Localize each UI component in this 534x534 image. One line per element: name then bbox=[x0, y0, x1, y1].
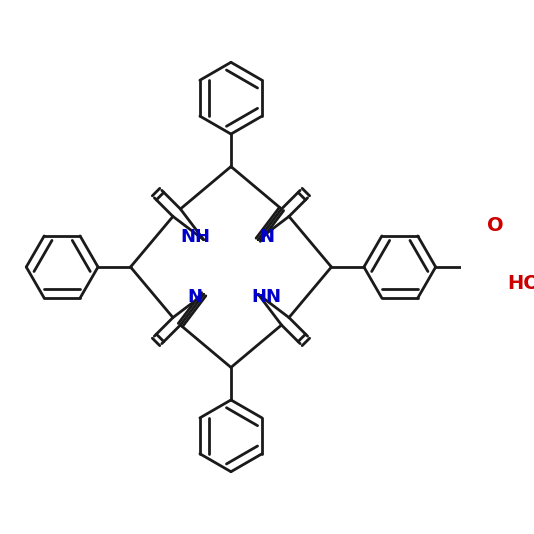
Text: HO: HO bbox=[508, 274, 534, 293]
Text: O: O bbox=[487, 216, 504, 235]
Text: N: N bbox=[187, 288, 202, 305]
Text: NH: NH bbox=[180, 229, 210, 246]
Text: N: N bbox=[260, 229, 274, 246]
Text: HN: HN bbox=[252, 288, 282, 305]
